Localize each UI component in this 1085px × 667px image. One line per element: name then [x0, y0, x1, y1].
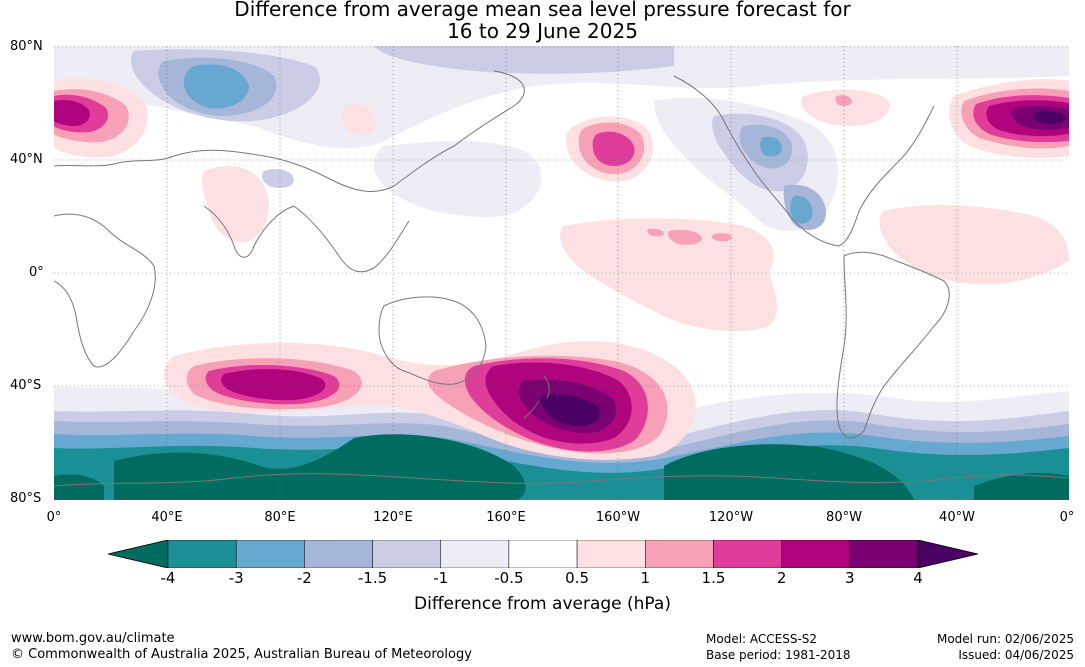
issued-date: Issued: 04/06/2025: [958, 648, 1074, 662]
positive-anomaly: [54, 78, 1069, 460]
colorbar-extend-low: [108, 540, 169, 568]
model-name: Model: ACCESS-S2: [706, 632, 818, 646]
se-asia-coast: [293, 205, 410, 273]
map-svg: [54, 46, 1069, 500]
colorbar-segment: [167, 540, 237, 568]
colorbar-tick-label: 4: [913, 569, 923, 587]
colorbar-segment: [576, 540, 646, 568]
base-period: Base period: 1981-2018: [706, 648, 851, 662]
copyright-text: © Commonwealth of Australia 2025, Austra…: [11, 647, 472, 662]
website-link[interactable]: www.bom.gov.au/climate: [11, 631, 175, 646]
lon-label-40w: 40°W: [939, 510, 975, 525]
colorbar-segment: [304, 540, 373, 568]
anomaly-band-neg-4-east: [664, 444, 914, 500]
new-zealand-coast: [523, 375, 550, 419]
colorbar-extend-high: [917, 540, 978, 568]
colorbar-tick-label: -2: [296, 569, 312, 587]
colorbar-tick-label: -1: [433, 569, 449, 587]
europe-asia-coast: [54, 70, 525, 192]
colorbar-tick-label: 1.5: [701, 569, 726, 587]
lon-label-0-east: 0°: [1059, 510, 1075, 525]
colorbar-tick-label: -4: [160, 569, 176, 587]
lon-label-0-west: 0°: [46, 510, 62, 525]
lon-label-80w: 80°W: [826, 510, 862, 525]
colorbar-tick-label: 1: [640, 569, 651, 587]
lon-label-40e: 40°E: [151, 510, 183, 525]
india-coast: [203, 205, 295, 258]
australia-coast: [378, 296, 487, 385]
lon-label-160e: 160°E: [486, 510, 526, 525]
lon-label-120e: 120°E: [373, 510, 413, 525]
colorbar-tick-label: -1.5: [357, 569, 388, 587]
lat-label-80n: 80°N: [10, 39, 43, 54]
colorbar-segment: [440, 540, 510, 568]
model-run-date: Model run: 02/06/2025: [936, 632, 1074, 646]
north-america-coast: [673, 75, 935, 247]
lat-label-0: 0°: [29, 265, 44, 280]
colorbar-tick-label: 2: [776, 569, 787, 587]
colorbar-tick-label: 3: [845, 569, 855, 587]
south-america-coast: [836, 251, 950, 439]
coastlines: [54, 70, 1069, 487]
lon-label-160w: 160°W: [595, 510, 641, 525]
southern-negative-anomaly: [54, 386, 1069, 500]
lon-label-120w: 120°W: [708, 510, 754, 525]
anomaly-band-neg-4-far-east: [974, 473, 1069, 500]
colorbar-segment: [713, 540, 782, 568]
colorbar-tick-label: -0.5: [494, 569, 524, 587]
lat-label-40s: 40°S: [10, 378, 42, 393]
anomaly-band-neg-4: [114, 434, 526, 500]
colorbar-segment: [508, 540, 578, 568]
lat-label-40n: 40°N: [10, 152, 43, 167]
antarctica-coast: [54, 473, 1069, 487]
chart-title-line-2: 16 to 29 June 2025: [447, 19, 638, 43]
lat-label-80s: 80°S: [10, 491, 42, 506]
colorbar-segment: [235, 540, 305, 568]
colorbar-segment: [781, 540, 851, 568]
colorbar-tick-label: -3: [228, 569, 244, 587]
colorbar-label: Difference from average (hPa): [414, 594, 671, 614]
colorbar-tick-label: 0.5: [565, 569, 590, 587]
pressure-anomaly-map: [54, 46, 1069, 500]
colorbar-segment: [372, 540, 441, 568]
lon-label-80e: 80°E: [264, 510, 296, 525]
colorbar: [108, 540, 978, 568]
colorbar-segment: [645, 540, 714, 568]
colorbar-segment: [849, 540, 919, 568]
northern-negative-anomaly: [54, 46, 1069, 231]
anomaly-band-neg-4-west: [54, 474, 104, 500]
chart-title-line-1: Difference from average mean sea level p…: [234, 0, 851, 21]
africa-coast: [54, 213, 156, 368]
